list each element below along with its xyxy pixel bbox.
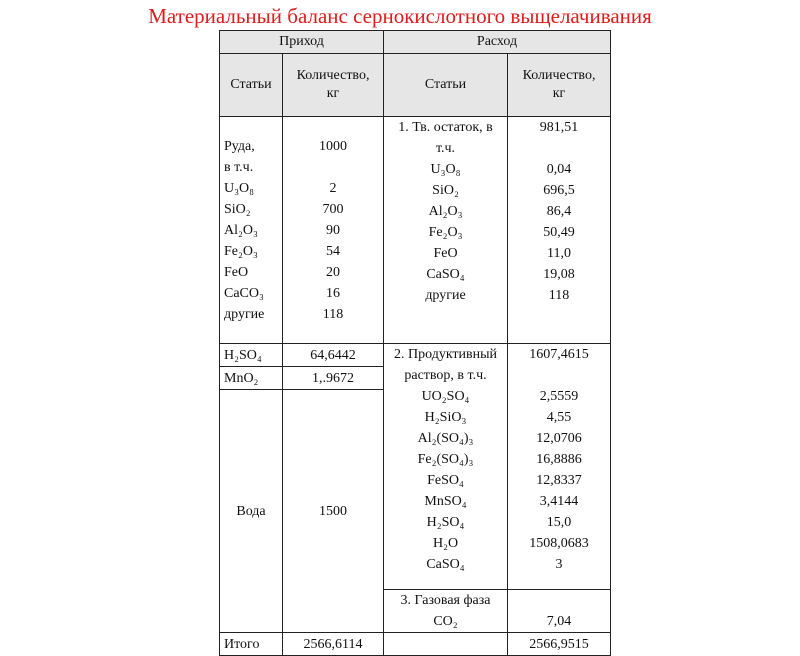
ore-qty-cell: 1000 2 700 90 54 20 16 118: [281, 116, 385, 344]
water-qty-cell: 1500: [281, 389, 385, 633]
total-label-cell: Итого: [219, 632, 283, 656]
material-balance-table: Приход Расход Статьи Количество, кг Стат…: [218, 30, 612, 656]
productive-solution-items-cell: 2. Продуктивный раствор, в т.ч. UO₂SO₄ H…: [383, 343, 509, 590]
mno2-qty-cell: 1,.9672: [281, 366, 385, 390]
gas-phase-qty-cell: 7,04: [507, 589, 612, 633]
total-empty-cell: [383, 632, 509, 656]
table-row: Руда, в т.ч. U₃O₈ SiO₂ Al₂O₃ Fe₂O₃ FeO C…: [219, 116, 612, 344]
h2so4-qty-cell: 64,6442: [281, 343, 385, 367]
table-row: Вода 1500: [219, 389, 611, 633]
gas-phase-items-cell: 3. Газовая фаза CO₂: [383, 589, 509, 633]
total-income-qty-cell: 2566,6114: [281, 632, 385, 656]
table-total-row: Итого 2566,6114 2566,9515: [219, 632, 612, 656]
income-qty-header: Количество, кг: [281, 53, 385, 117]
page-title: Материальный баланс сернокислотного выще…: [148, 4, 652, 28]
mno2-label-cell: MnO₂: [219, 366, 283, 390]
expense-items-header: Статьи: [383, 53, 509, 117]
ore-items-cell: Руда, в т.ч. U₃O₈ SiO₂ Al₂O₃ Fe₂O₃ FeO C…: [219, 116, 283, 344]
expense-header: Расход: [383, 30, 612, 54]
expense-qty-header: Количество, кг: [507, 53, 612, 117]
solid-residue-items-cell: 1. Тв. остаток, в т.ч. U₃O₈ SiO₂ Al₂O₃ F…: [383, 116, 509, 344]
table-row: H₂SO₄ 64,6442 2. Продуктивный раствор, в…: [219, 343, 612, 590]
total-expense-qty-cell: 2566,9515: [507, 632, 612, 656]
h2so4-label-cell: H₂SO₄: [219, 343, 283, 367]
water-label-cell: Вода: [219, 389, 283, 633]
solid-residue-qty-cell: 981,51 0,04 696,5 86,4 50,49 11,0 19,08 …: [507, 116, 612, 344]
productive-solution-qty-cell: 1607,4615 2,5559 4,55 12,0706 16,8886 12…: [507, 343, 612, 590]
income-items-header: Статьи: [219, 53, 283, 117]
income-header: Приход: [218, 30, 385, 54]
table-header-row: Приход Расход: [218, 30, 612, 54]
table-row: MnO₂ 1,.9672: [219, 366, 611, 390]
table-subheader-row: Статьи Количество, кг Статьи Количество,…: [219, 53, 612, 117]
